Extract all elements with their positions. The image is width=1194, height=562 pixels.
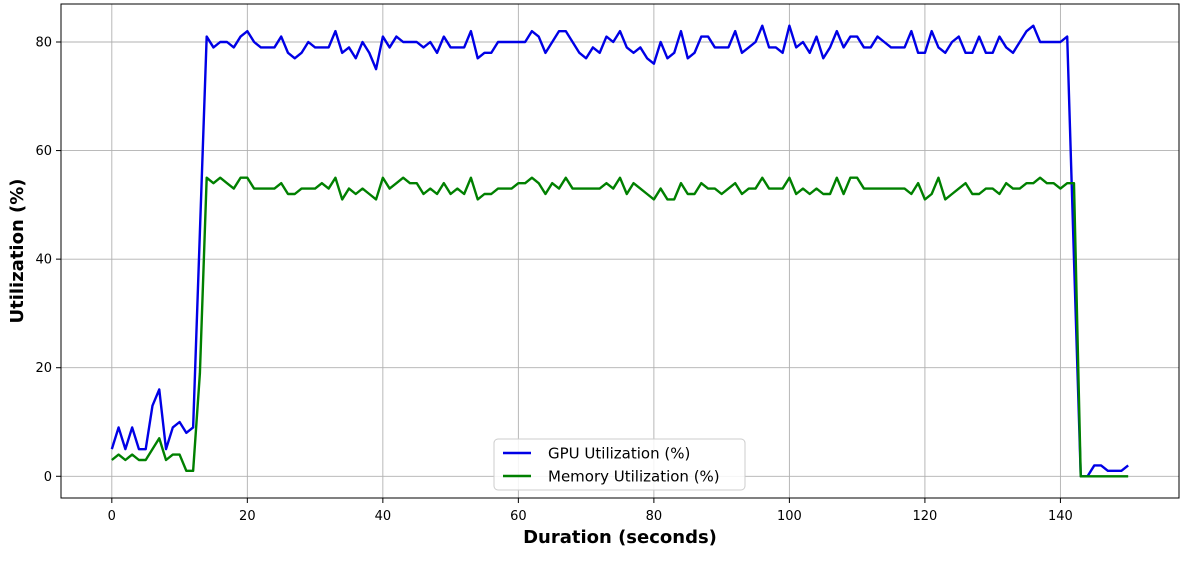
grid-lines [61,4,1179,498]
x-tick-label: 40 [375,509,392,524]
x-tick-label: 100 [777,509,802,524]
y-tick-label: 0 [44,470,52,485]
y-tick-label: 40 [35,253,52,268]
series-line-memory [111,176,1129,478]
legend-label-memory: Memory Utilization (%) [548,468,720,486]
x-tick-label: 0 [108,509,116,524]
y-axis-title: Utilization (%) [7,178,28,323]
y-tick-label: 20 [35,361,52,376]
x-tick-label: 120 [912,509,937,524]
series-lines [110,24,1129,478]
x-tick-label: 60 [510,509,527,524]
x-tick-label: 80 [646,509,663,524]
y-tick-label: 80 [35,36,52,51]
x-tick-label: 20 [239,509,256,524]
legend: GPU Utilization (%) Memory Utilization (%… [493,438,746,491]
y-tick-label: 60 [35,144,52,159]
plot-frame [60,3,1180,499]
legend-box [493,438,746,491]
x-tick-label: 140 [1048,509,1073,524]
legend-label-gpu: GPU Utilization (%) [548,445,690,463]
x-axis-title: Duration (seconds) [523,527,717,548]
series-line-gpu [110,24,1129,478]
axis-ticks: 0 20 40 60 80 100 120 140 0 20 40 60 80 [35,36,1072,525]
